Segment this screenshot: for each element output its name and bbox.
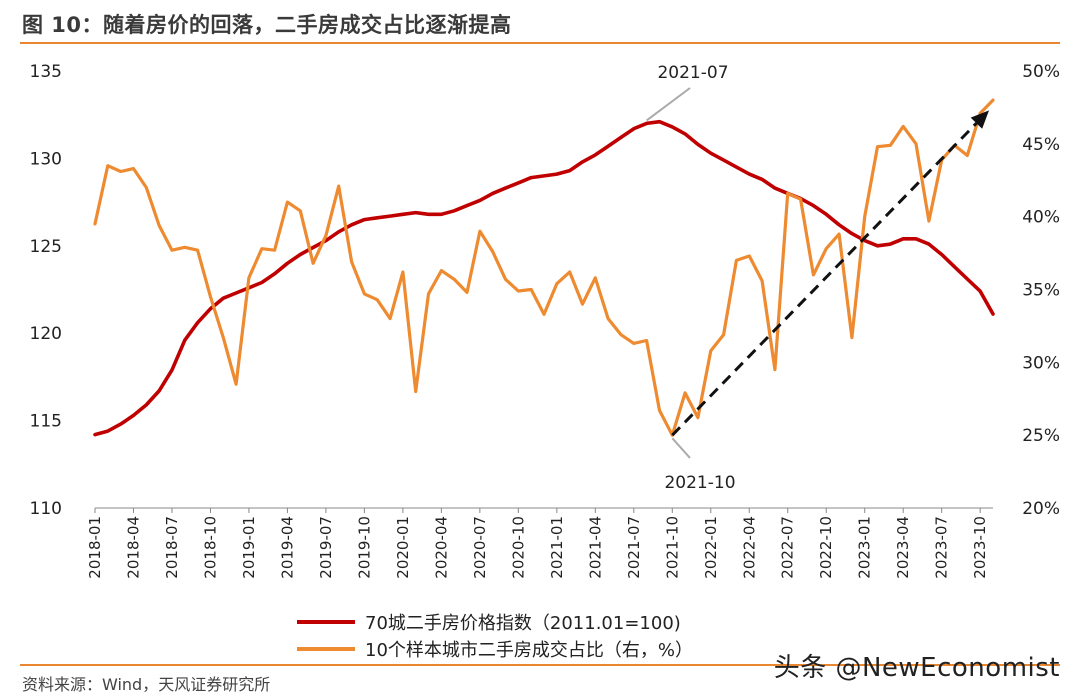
annotation-label-2021-10: 2021-10: [664, 473, 735, 493]
x-tick-label: 2019-01: [240, 516, 258, 579]
y-right-tick-label: 25%: [1022, 426, 1060, 446]
x-tick-label: 2022-10: [817, 516, 835, 579]
x-tick-label: 2018-04: [124, 516, 142, 579]
x-tick-label: 2023-07: [933, 516, 951, 579]
y-right-tick-label: 40%: [1022, 208, 1060, 228]
x-tick-label: 2022-04: [740, 516, 758, 579]
y-right-tick-label: 20%: [1022, 499, 1060, 519]
series-line-price-index: [93, 119, 995, 437]
series-line-transaction-share: [93, 98, 995, 437]
y-left-tick-label: 115: [30, 412, 62, 432]
x-tick-label: 2020-01: [394, 516, 412, 579]
x-tick-label: 2018-07: [163, 516, 181, 579]
y-right-tick-label: 50%: [1022, 62, 1060, 82]
y-right-tick-label: 45%: [1022, 135, 1060, 155]
x-tick-label: 2020-07: [471, 516, 489, 579]
annotation-leader-2021-10: [671, 437, 691, 459]
watermark: 头条 @NewEconomist: [773, 653, 1060, 683]
y-left-tick-label: 110: [30, 499, 62, 519]
x-tick-label: 2022-01: [702, 516, 720, 579]
x-tick-label: 2020-10: [509, 516, 527, 579]
legend-label-price-index: 70城二手房价格指数（2011.01=100): [365, 613, 681, 634]
source-note: 资料来源：Wind，天风证券研究所: [22, 675, 271, 694]
x-tick-label: 2023-04: [894, 516, 912, 579]
y-left-tick-label: 120: [30, 324, 62, 344]
axes-layer: 110 115 120 125 130 135 20% 25% 30% 35% 40% 45% 50% 2…: [30, 62, 1060, 579]
x-tick-label: 2018-01: [86, 516, 104, 579]
x-tick-label: 2019-07: [317, 516, 335, 579]
x-tick-label: 2021-01: [548, 516, 566, 579]
legend-label-transaction-share: 10个样本城市二手房成交占比（右，%）: [365, 640, 693, 660]
trend-arrow-line: [671, 122, 978, 437]
y-left-tick-label: 135: [30, 62, 62, 82]
x-tick-label: 2021-04: [586, 516, 604, 579]
x-tick-label: 2019-10: [355, 516, 373, 579]
annotation-leader-2021-07: [646, 87, 691, 122]
y-right-tick-label: 30%: [1022, 353, 1060, 373]
annotation-layer: 2021-07 2021-10: [646, 63, 989, 493]
x-tick-label: 2018-10: [201, 516, 219, 579]
annotation-label-2021-07: 2021-07: [657, 63, 728, 83]
x-tick-label: 2021-10: [663, 516, 681, 579]
series-layer: [93, 98, 995, 437]
chart: 110 115 120 125 130 135 20% 25% 30% 35% 40% 45% 50% 2…: [30, 62, 1060, 660]
y-left-tick-label: 125: [30, 237, 62, 257]
x-tick-label: 2023-01: [856, 516, 874, 579]
legend: 70城二手房价格指数（2011.01=100) 10个样本城市二手房成交占比（右…: [297, 613, 693, 660]
x-tick-label: 2023-10: [971, 516, 989, 579]
footer-divider: [20, 664, 1060, 666]
y-right-tick-label: 35%: [1022, 281, 1060, 301]
figure-title: 图 10：随着房价的回落，二手房成交占比逐渐提高: [22, 13, 512, 37]
trend-arrow-head: [970, 110, 989, 129]
x-tick-label: 2019-04: [278, 516, 296, 579]
title-divider: [20, 42, 1060, 44]
y-left-tick-label: 130: [30, 149, 62, 169]
x-tick-label: 2021-07: [625, 516, 643, 579]
x-tick-label: 2022-07: [779, 516, 797, 579]
x-tick-label: 2020-04: [432, 516, 450, 579]
